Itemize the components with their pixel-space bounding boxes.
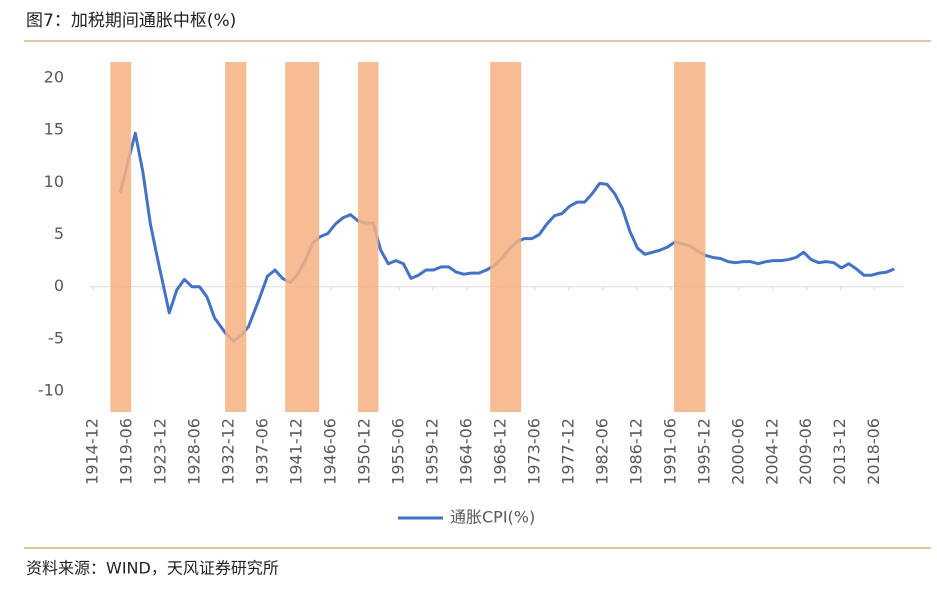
x-tick-label: 1959-12 xyxy=(422,418,441,485)
x-tick-label: 1955-06 xyxy=(388,418,407,485)
x-tick-label: 1946-06 xyxy=(321,418,340,485)
x-tick-label: 2013-12 xyxy=(830,418,849,485)
x-tick-label: 1928-06 xyxy=(185,418,204,485)
x-tick-label: 2000-06 xyxy=(728,418,747,485)
y-tick-label: 15 xyxy=(44,120,64,139)
x-tick-label: 1923-12 xyxy=(151,418,170,485)
x-tick-label: 1964-06 xyxy=(456,418,475,485)
x-tick-label: 1968-12 xyxy=(490,418,509,485)
x-tick-label: 1982-06 xyxy=(592,418,611,485)
y-tick-label: -10 xyxy=(38,381,64,400)
x-tick-label: 1973-06 xyxy=(524,418,543,485)
x-tick-label: 1950-12 xyxy=(355,418,374,485)
x-tick-label: 1919-06 xyxy=(117,418,136,485)
x-tick-label: 1986-12 xyxy=(626,418,645,485)
tax-period-band xyxy=(490,62,522,412)
y-tick-label: 10 xyxy=(44,172,64,191)
x-tick-label: 1991-06 xyxy=(660,418,679,485)
chart-title: 图7：加税期间通胀中枢(%) xyxy=(26,11,236,31)
x-tick-label: 1995-12 xyxy=(694,418,713,485)
x-tick-label: 1977-12 xyxy=(558,418,577,485)
y-tick-label: 5 xyxy=(54,224,64,243)
y-tick-label: 20 xyxy=(44,67,64,86)
y-tick-label: -5 xyxy=(48,328,64,347)
tax-period-band xyxy=(110,62,132,412)
y-tick-label: 0 xyxy=(54,276,64,295)
tax-period-band xyxy=(674,62,706,412)
source-note: 资料来源：WIND，天风证券研究所 xyxy=(26,559,279,578)
tax-period-band xyxy=(285,62,320,412)
x-tick-label: 2004-12 xyxy=(762,418,781,485)
legend-label: 通胀CPI(%) xyxy=(450,508,535,527)
tax-period-band xyxy=(225,62,247,412)
x-tick-label: 2009-06 xyxy=(796,418,815,485)
x-tick-label: 1914-12 xyxy=(83,418,102,485)
x-tick-label: 2018-06 xyxy=(864,418,883,485)
x-tick-label: 1932-12 xyxy=(219,418,238,485)
x-tick-label: 1937-06 xyxy=(253,418,272,485)
tax-period-band xyxy=(358,62,379,412)
x-tick-label: 1941-12 xyxy=(287,418,306,485)
